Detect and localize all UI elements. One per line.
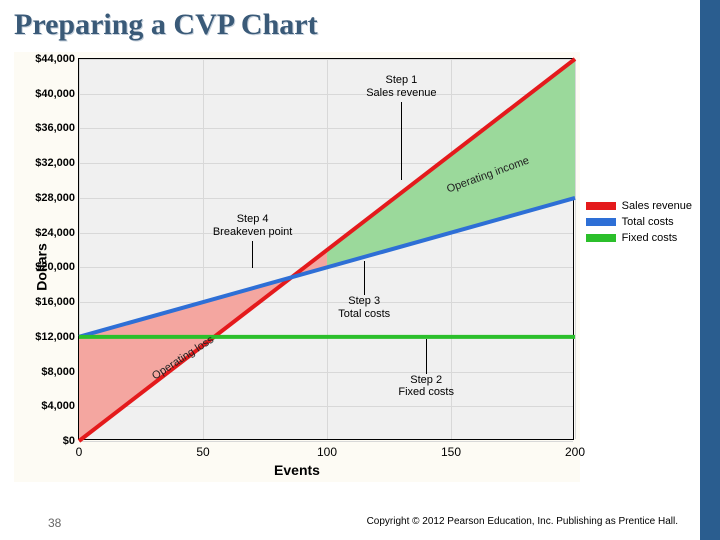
x-tick-label: 100 bbox=[317, 439, 337, 459]
area-operating_income bbox=[327, 59, 575, 267]
y-tick-label: $8,000 bbox=[41, 366, 79, 378]
legend-item: Sales revenue bbox=[586, 200, 692, 212]
gridline-v bbox=[575, 59, 576, 439]
x-tick-label: 150 bbox=[441, 439, 461, 459]
legend-label: Fixed costs bbox=[622, 232, 678, 244]
footer: 38 Copyright © 2012 Pearson Education, I… bbox=[0, 516, 700, 530]
legend-swatch bbox=[586, 234, 616, 242]
y-tick-label: $20,000 bbox=[35, 261, 79, 273]
legend-label: Total costs bbox=[622, 216, 674, 228]
y-tick-label: $36,000 bbox=[35, 122, 79, 134]
x-tick-label: 200 bbox=[565, 439, 585, 459]
y-tick-label: $40,000 bbox=[35, 88, 79, 100]
y-tick-label: $32,000 bbox=[35, 157, 79, 169]
copyright-text: Copyright © 2012 Pearson Education, Inc.… bbox=[367, 516, 678, 530]
x-tick-label: 50 bbox=[196, 439, 209, 459]
series-total_costs bbox=[79, 198, 575, 337]
legend-item: Total costs bbox=[586, 216, 692, 228]
y-tick-label: $4,000 bbox=[41, 400, 79, 412]
legend-item: Fixed costs bbox=[586, 232, 692, 244]
y-tick-label: $16,000 bbox=[35, 296, 79, 308]
y-tick-label: $28,000 bbox=[35, 192, 79, 204]
legend-label: Sales revenue bbox=[622, 200, 692, 212]
x-axis-label: Events bbox=[274, 462, 320, 478]
series-sales_revenue bbox=[79, 59, 575, 441]
plot-area: $0$4,000$8,000$12,000$16,000$20,000$24,0… bbox=[78, 58, 574, 440]
x-tick-label: 0 bbox=[76, 439, 83, 459]
legend-swatch bbox=[586, 202, 616, 210]
chart-svg bbox=[79, 59, 575, 441]
legend: Sales revenue Total costs Fixed costs bbox=[586, 200, 692, 248]
slide: Preparing a CVP Chart Dollars $0$4,000$8… bbox=[0, 0, 720, 540]
cvp-chart: Dollars $0$4,000$8,000$12,000$16,000$20,… bbox=[14, 52, 580, 482]
y-tick-label: $12,000 bbox=[35, 331, 79, 343]
slide-title: Preparing a CVP Chart bbox=[14, 8, 318, 42]
y-tick-label: $24,000 bbox=[35, 227, 79, 239]
y-tick-label: $44,000 bbox=[35, 53, 79, 65]
page-number: 38 bbox=[48, 516, 61, 530]
legend-swatch bbox=[586, 218, 616, 226]
